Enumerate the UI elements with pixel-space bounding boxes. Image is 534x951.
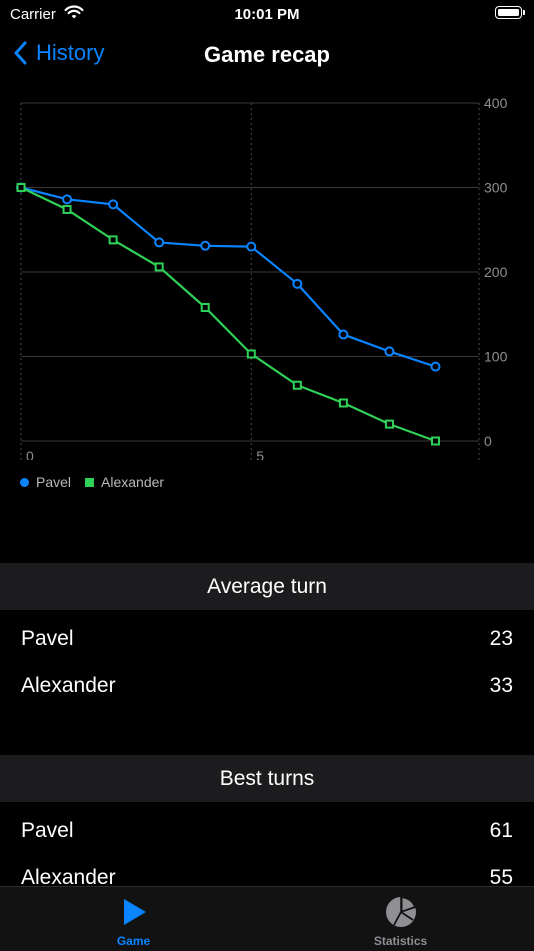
legend-marker-pavel (20, 477, 29, 487)
data-point-alexander (292, 380, 302, 390)
player-name: Alexander (21, 866, 116, 889)
data-point-pavel (292, 278, 303, 289)
data-point-alexander (108, 235, 118, 245)
wifi-icon (64, 5, 84, 25)
player-name: Pavel (21, 819, 74, 842)
data-point-pavel (62, 194, 73, 205)
battery-icon (495, 6, 525, 19)
score-chart-svg: 400 300 200 100 0 0 5 (16, 95, 508, 464)
data-point-alexander (62, 204, 72, 214)
data-point-alexander (338, 398, 348, 408)
clock: 10:01 PM (234, 6, 300, 23)
status-bar: Carrier 10:01 PM (0, 0, 534, 28)
average-row-pavel: Pavel 23 (0, 615, 534, 662)
series-line-alexander (20, 186, 436, 443)
player-value: 61 (489, 819, 513, 842)
y-tick-label: 300 (484, 180, 508, 196)
average-turn-header: Average turn (0, 563, 534, 610)
data-point-pavel (338, 329, 349, 340)
data-point-pavel (384, 346, 395, 357)
chevron-left-icon (14, 41, 27, 65)
data-point-alexander (154, 262, 164, 272)
tab-statistics[interactable]: Statistics (267, 887, 534, 951)
best-turns-header: Best turns (0, 755, 534, 802)
legend-item-alexander: Alexander (85, 474, 164, 490)
data-point-alexander (430, 436, 440, 446)
carrier-label: Carrier (10, 6, 56, 23)
data-point-alexander (16, 183, 26, 192)
navigation-bar: History Game recap (0, 28, 534, 82)
data-point-alexander (246, 349, 256, 359)
data-point-pavel (108, 199, 119, 210)
x-tick-label: 0 (26, 448, 34, 460)
data-point-pavel (246, 241, 257, 252)
player-name: Alexander (21, 674, 116, 697)
legend-marker-alexander (85, 477, 95, 487)
data-point-alexander (384, 419, 394, 429)
series-line-pavel (20, 186, 436, 368)
data-point-pavel (430, 361, 441, 372)
tab-game[interactable]: Game (0, 887, 267, 951)
best-row-pavel: Pavel 61 (0, 807, 534, 854)
page-title: Game recap (204, 42, 330, 67)
data-point-pavel (200, 240, 211, 251)
y-tick-label: 0 (484, 433, 492, 449)
play-icon (117, 895, 151, 934)
player-value: 55 (489, 866, 513, 889)
player-value: 33 (489, 674, 513, 697)
score-chart: 400 300 200 100 0 0 5 (0, 90, 534, 464)
tab-game-label: Game (116, 934, 151, 948)
back-button[interactable]: History (14, 40, 104, 66)
chart-legend: Pavel Alexander (20, 474, 178, 490)
best-row-alexander: Alexander 55 (0, 854, 534, 901)
y-tick-label: 400 (484, 95, 508, 111)
legend-label-pavel: Pavel (36, 474, 72, 490)
player-name: Pavel (21, 627, 74, 650)
tab-statistics-label: Statistics (373, 934, 428, 948)
pie-chart-icon (384, 895, 418, 934)
tab-bar: Game Statistics (0, 886, 534, 951)
player-value: 23 (489, 627, 513, 650)
y-tick-label: 200 (484, 264, 508, 280)
average-row-alexander: Alexander 33 (0, 662, 534, 709)
y-tick-label: 100 (484, 349, 508, 365)
x-tick-label: 5 (256, 448, 264, 460)
legend-label-alexander: Alexander (101, 474, 165, 490)
data-point-alexander (200, 302, 210, 312)
back-button-label: History (36, 40, 105, 65)
data-point-pavel (154, 237, 165, 248)
legend-item-pavel: Pavel (20, 474, 71, 490)
